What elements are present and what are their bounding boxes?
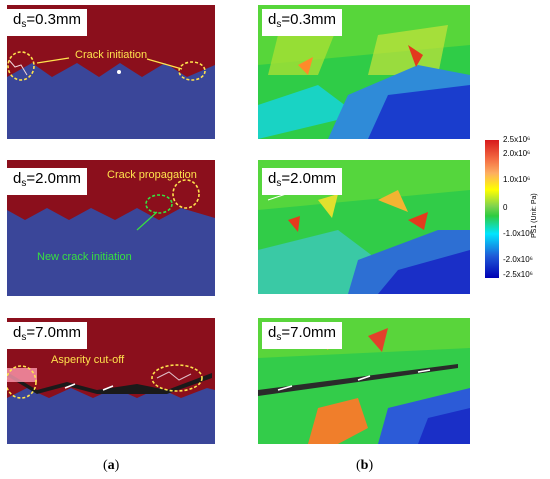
panel-a-bottom: ds=7.0mm Asperity cut-off [7,318,215,444]
annotation-arrow [36,57,70,64]
slip-mark [64,383,76,389]
ds-label-b-middle: ds=2.0mm [262,168,342,195]
lower-rock-block [7,63,215,139]
stress-field-top [258,5,470,139]
contact-point [117,70,121,74]
panel-b-bottom: ds=7.0mm [258,318,470,444]
annotation-arrow [146,58,183,70]
crack-highlight-left [7,365,37,399]
lower-rock-block [7,208,215,296]
ds-label-a-bottom: ds=7.0mm [7,322,87,349]
annotation-crack-propagation: Crack propagation [107,169,197,181]
colorbar-tick: 2.5x10⁶ [503,135,531,144]
colorbar-tick: 1.0x10⁶ [503,175,531,184]
colorbar-tick: 0 [503,203,508,212]
colorbar-title: PS1 (Unit: Pa) [531,193,538,238]
colorbar-tick: -1.0x10⁶ [503,229,533,238]
caption-b: (b) [356,458,374,473]
annotation-new-crack-initiation: New crack initiation [37,251,132,263]
sheared-gap [7,372,212,394]
cut-off-glow [7,368,37,382]
lower-rock-block [7,388,215,444]
crack-highlight-new [145,194,173,214]
annotation-asperity-cut-off: Asperity cut-off [51,354,125,366]
ds-label-b-top: ds=0.3mm [262,9,342,36]
panel-b-top: ds=0.3mm [258,5,470,139]
ds-label-a-middle: ds=2.0mm [7,168,87,195]
panel-a-middle: ds=2.0mm Crack propagation New crack ini… [7,160,215,296]
crack-highlight-propagation [172,179,200,209]
ds-label-a-top: ds=0.3mm [7,9,87,36]
ds-label-b-bottom: ds=7.0mm [262,322,342,349]
colorbar-tick: 2.0x10⁶ [503,149,531,158]
colorbar-tick: -2.5x10⁶ [503,270,533,279]
crack-highlight-right [178,61,206,81]
crack-highlight-right [151,364,203,392]
crack-highlight-left [7,51,35,81]
colorbar [485,140,499,278]
slip-mark [102,385,114,391]
colorbar-tick: -2.0x10⁶ [503,255,533,264]
panel-a-top: ds=0.3mm Crack initiation [7,5,215,139]
panel-a-top-drawing [7,5,215,139]
crack-right [156,371,192,381]
crack-left [8,59,28,76]
caption-a: (a) [103,458,120,473]
annotation-arrow [136,211,158,231]
panel-a-middle-drawing [7,160,215,296]
panel-b-middle: ds=2.0mm [258,160,470,294]
annotation-crack-initiation: Crack initiation [75,49,148,61]
